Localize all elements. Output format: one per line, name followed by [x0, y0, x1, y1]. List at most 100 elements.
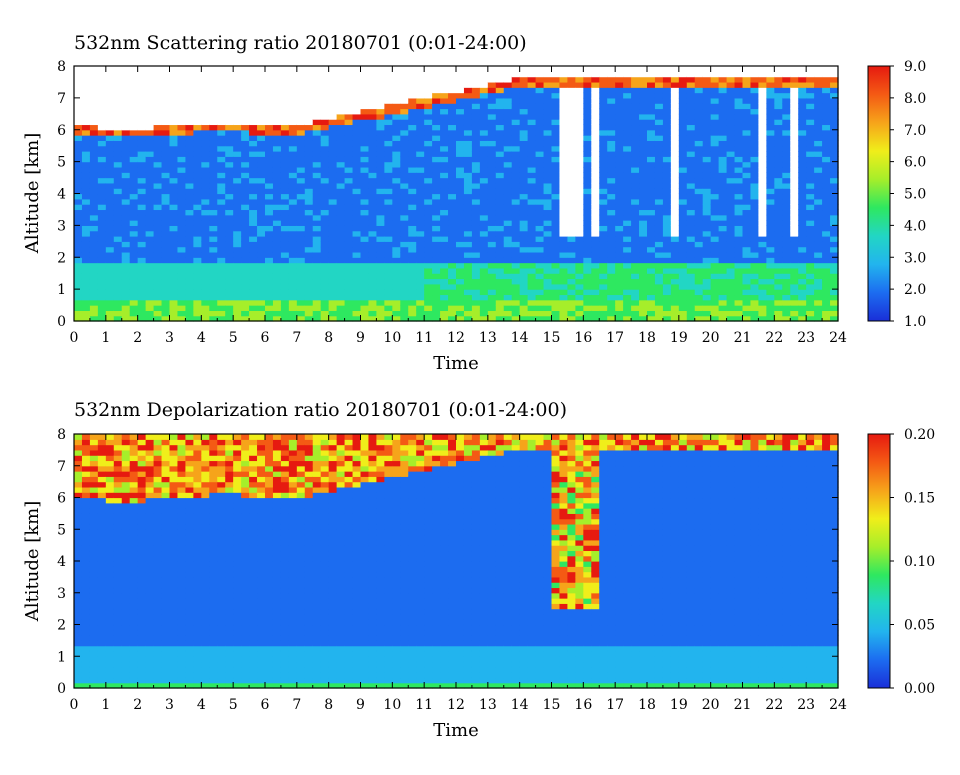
panel-1-heatmap-cell	[233, 284, 242, 290]
panel-1-heatmap-cell	[138, 77, 147, 83]
panel-1-heatmap-cell	[313, 140, 322, 146]
panel-2-heatmap-cell	[98, 550, 107, 556]
panel-1-heatmap-cell	[758, 119, 767, 125]
panel-1-heatmap-cell	[488, 188, 497, 194]
panel-1-heatmap-cell	[552, 109, 561, 115]
panel-1-heatmap-cell	[408, 114, 417, 120]
panel-1-heatmap-cell	[711, 162, 720, 168]
panel-1-heatmap-cell	[647, 146, 656, 152]
panel-1-heatmap-cell	[329, 215, 338, 221]
panel-1-heatmap-cell	[798, 109, 807, 115]
panel-1-heatmap-cell	[464, 87, 473, 93]
panel-1-heatmap-cell	[703, 204, 712, 210]
panel-1-heatmap-cell	[281, 183, 290, 189]
panel-1-heatmap-cell	[432, 289, 441, 295]
panel-1-heatmap-cell	[703, 183, 712, 189]
panel-1-heatmap-cell	[376, 167, 385, 173]
panel-1-heatmap-cell	[440, 273, 449, 279]
panel-1-heatmap-cell	[798, 209, 807, 215]
panel-1-heatmap-cell	[504, 204, 513, 210]
panel-1-heatmap-cell	[480, 247, 489, 253]
panel-1-heatmap-cell	[329, 77, 338, 83]
panel-1-heatmap-cell	[631, 209, 640, 215]
panel-1-heatmap-cell	[162, 167, 171, 173]
panel-1-heatmap-cell	[193, 77, 202, 83]
panel-1-heatmap-cell	[193, 167, 202, 173]
panel-1-heatmap-cell	[400, 162, 409, 168]
panel-1-heatmap-cell	[130, 183, 139, 189]
panel-1-heatmap-cell	[472, 204, 481, 210]
panel-2-heatmap-cell	[82, 667, 91, 673]
panel-1-heatmap-cell	[416, 199, 425, 205]
panel-1-heatmap-cell	[806, 215, 815, 221]
panel-1-heatmap-cell	[225, 247, 234, 253]
panel-1-heatmap-cell	[130, 77, 139, 83]
panel-1-heatmap-cell	[170, 172, 179, 178]
panel-1-heatmap-cell	[599, 119, 608, 125]
panel-1-heatmap-cell	[536, 284, 545, 290]
panel-1-heatmap-cell	[185, 156, 194, 162]
panel-1-heatmap-cell	[472, 284, 481, 290]
panel-1-heatmap-cell	[743, 140, 752, 146]
panel-2-heatmap-cell	[106, 513, 115, 519]
panel-1-heatmap-cell	[679, 109, 688, 115]
panel-1-heatmap-cell	[400, 236, 409, 242]
panel-1-heatmap-cell	[782, 124, 791, 130]
panel-1-heatmap-cell	[281, 87, 290, 93]
panel-1-heatmap-cell	[400, 289, 409, 295]
panel-1-heatmap-cell	[448, 257, 457, 263]
panel-1-heatmap-cell	[408, 231, 417, 237]
panel-1-heatmap-cell	[504, 231, 513, 237]
panel-1-heatmap-cell	[345, 188, 354, 194]
panel-1-heatmap-cell	[193, 135, 202, 141]
panel-1-heatmap-cell	[520, 241, 529, 247]
panel-1-heatmap-cell	[559, 109, 568, 115]
panel-1-heatmap-cell	[74, 199, 83, 205]
panel-1-heatmap-cell	[822, 130, 831, 136]
panel-1-heatmap-cell	[695, 146, 704, 152]
panel-1-heatmap-cell	[138, 199, 147, 205]
panel-2-heatmap-cell	[82, 550, 91, 556]
panel-1-heatmap-cell	[177, 300, 186, 306]
panel-1-heatmap-cell	[687, 130, 696, 136]
panel-1-heatmap-cell	[798, 247, 807, 253]
panel-1-heatmap-cell	[313, 82, 322, 88]
panel-1-heatmap-cell	[822, 273, 831, 279]
panel-1-heatmap-cell	[265, 156, 274, 162]
panel-2-heatmap-cell	[82, 524, 91, 530]
panel-1-heatmap-cell	[671, 119, 680, 125]
panel-1-heatmap-cell	[217, 66, 226, 72]
panel-1-heatmap-cell	[225, 241, 234, 247]
panel-1-heatmap-cell	[281, 279, 290, 285]
panel-1-heatmap-cell	[615, 172, 624, 178]
panel-1-heatmap-cell	[337, 241, 346, 247]
panel-1-heatmap-cell	[305, 114, 314, 120]
panel-2-heatmap-cell	[106, 492, 115, 498]
panel-1-heatmap-cell	[782, 263, 791, 269]
panel-1-heatmap-cell	[154, 109, 163, 115]
panel-1-heatmap-cell	[384, 87, 393, 93]
panel-1-heatmap-cell	[74, 215, 83, 221]
panel-1-heatmap-cell	[583, 257, 592, 263]
panel-1-heatmap-cell	[695, 162, 704, 168]
panel-1-heatmap-cell	[806, 103, 815, 109]
panel-1-heatmap-cell	[830, 279, 839, 285]
panel-1-heatmap-cell	[512, 247, 521, 253]
panel-1-heatmap-cell	[703, 215, 712, 221]
panel-1-heatmap-cell	[687, 209, 696, 215]
panel-1-heatmap-cell	[774, 273, 783, 279]
panel-1-heatmap-cell	[217, 114, 226, 120]
panel-1-heatmap-cell	[687, 178, 696, 184]
panel-1-heatmap-cell	[504, 284, 513, 290]
panel-1-heatmap-cell	[472, 215, 481, 221]
panel-1-heatmap-cell	[695, 204, 704, 210]
panel-1-heatmap-cell	[814, 194, 823, 200]
panel-1-heatmap-cell	[440, 252, 449, 258]
panel-1-heatmap-cell	[170, 241, 179, 247]
panel-1-heatmap-cell	[496, 71, 505, 77]
panel-1-heatmap-cell	[146, 273, 155, 279]
panel-1-heatmap-cell	[655, 231, 664, 237]
panel-1-heatmap-cell	[727, 284, 736, 290]
panel-1-heatmap-cell	[695, 124, 704, 130]
panel-1-heatmap-cell	[743, 151, 752, 157]
